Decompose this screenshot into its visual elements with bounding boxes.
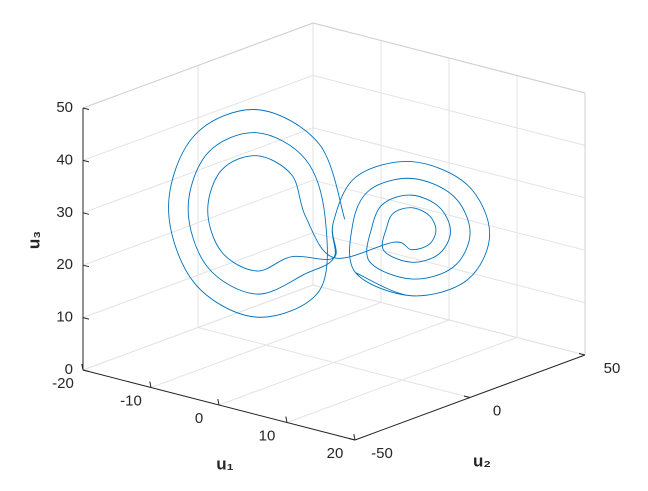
- z-tick: [82, 159, 90, 163]
- x-tick: [217, 398, 220, 406]
- y-tick-label: -50: [371, 445, 393, 462]
- grid-line: [82, 284, 314, 371]
- x-tick: [81, 363, 84, 371]
- x-tick-label: -10: [120, 392, 142, 409]
- x-tick-label: 20: [327, 445, 344, 462]
- z-tick: [82, 107, 90, 110]
- grid-line: [312, 127, 586, 199]
- z-tick: [82, 212, 90, 215]
- y-tick-label: 50: [604, 360, 621, 377]
- grid-line: [197, 327, 471, 398]
- grid-line: [312, 179, 586, 251]
- z-tick-label: 10: [56, 309, 73, 326]
- grid-line: [82, 74, 314, 161]
- box-edge: [312, 22, 586, 94]
- z-tick-label: 20: [56, 256, 73, 273]
- z-tick: [82, 264, 90, 268]
- z-axis-label: u₃: [24, 231, 43, 249]
- z-tick: [82, 369, 90, 372]
- y-tick-label: 0: [493, 402, 501, 419]
- z-tick-label: 40: [56, 151, 73, 168]
- box-edge: [82, 22, 314, 109]
- grid-line: [312, 284, 586, 356]
- z-tick-label: 30: [56, 204, 73, 221]
- grid-line: [82, 127, 314, 214]
- grid-line: [82, 232, 314, 319]
- y-tick: [578, 353, 586, 356]
- x-tick-label: 0: [195, 410, 203, 427]
- x-axis-label: u₁: [216, 454, 233, 473]
- x-tick: [353, 433, 356, 441]
- grid-line: [312, 74, 586, 146]
- y-tick: [463, 395, 471, 398]
- x-tick: [149, 381, 152, 388]
- x-tick: [285, 416, 288, 423]
- y-axis-label: u₂: [473, 451, 491, 470]
- grid-line: [82, 179, 314, 266]
- z-tick-label: 0: [65, 361, 73, 378]
- z-tick: [82, 317, 90, 320]
- y-tick: [348, 438, 356, 441]
- x-tick-label: -20: [52, 375, 74, 392]
- z-tick-label: 50: [56, 99, 73, 116]
- x-tick-label: 10: [259, 427, 276, 444]
- trajectory: [168, 109, 491, 318]
- grid-line: [312, 232, 586, 304]
